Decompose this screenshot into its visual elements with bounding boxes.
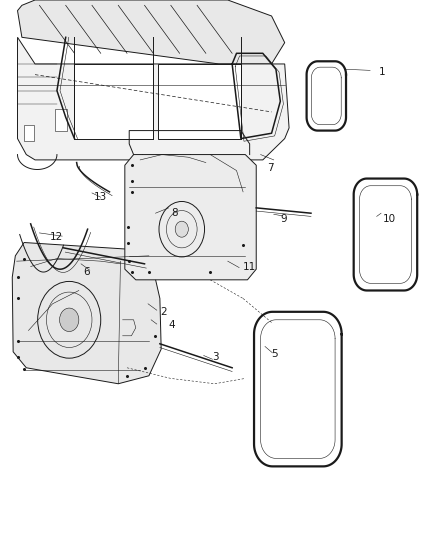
Text: 6: 6	[83, 267, 90, 277]
Text: 12: 12	[50, 232, 64, 242]
Circle shape	[175, 221, 188, 237]
FancyBboxPatch shape	[55, 109, 67, 131]
Text: 13: 13	[94, 192, 107, 202]
Text: 2: 2	[160, 307, 166, 317]
Circle shape	[60, 308, 79, 332]
Text: 5: 5	[272, 350, 278, 359]
Polygon shape	[18, 0, 285, 64]
Text: 3: 3	[212, 352, 219, 362]
Polygon shape	[74, 64, 153, 139]
Text: 9: 9	[280, 214, 287, 223]
Text: 11: 11	[243, 262, 256, 271]
Polygon shape	[125, 155, 256, 280]
Bar	[24, 125, 34, 141]
Polygon shape	[18, 37, 289, 160]
Polygon shape	[12, 243, 161, 384]
Text: 4: 4	[169, 320, 175, 330]
Text: 8: 8	[171, 208, 177, 218]
Polygon shape	[158, 64, 241, 139]
Text: 10: 10	[383, 214, 396, 223]
Text: 1: 1	[379, 67, 385, 77]
Text: 7: 7	[267, 163, 274, 173]
